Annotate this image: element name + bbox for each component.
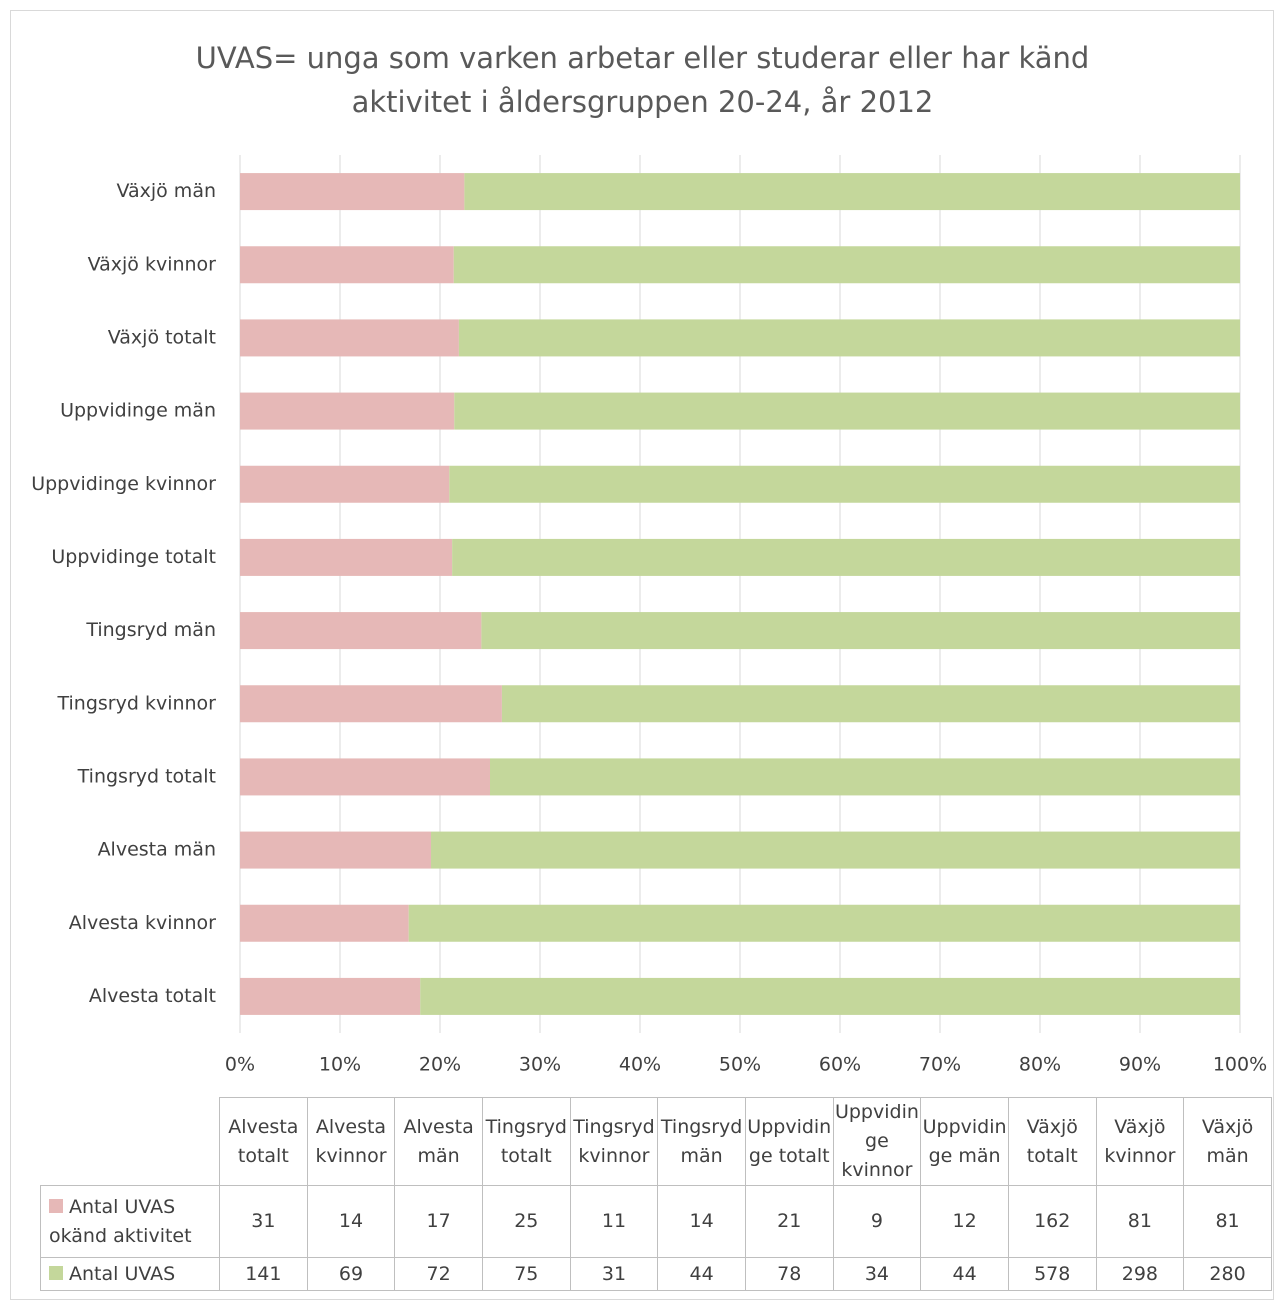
bar bbox=[452, 538, 1240, 576]
bar bbox=[240, 465, 450, 503]
bar bbox=[240, 538, 453, 576]
y-tick-label: Alvesta män bbox=[98, 839, 216, 861]
table-cell: 21 bbox=[744, 1185, 834, 1258]
x-tick-label: 100% bbox=[1213, 1054, 1267, 1076]
y-tick-label: Tingsryd kvinnor bbox=[56, 692, 216, 714]
bar bbox=[453, 246, 1240, 284]
table-cell: 17 bbox=[394, 1185, 483, 1258]
table-cell: 162 bbox=[1007, 1185, 1097, 1258]
bar bbox=[240, 831, 432, 869]
table-corner bbox=[40, 1097, 220, 1186]
x-tick-label: 70% bbox=[919, 1054, 961, 1076]
y-tick-label: Alvesta kvinnor bbox=[69, 912, 216, 934]
table-header-cell: Tingsryd totalt bbox=[481, 1097, 571, 1186]
bar bbox=[501, 685, 1240, 723]
legend-label: Antal UVAS okänd aktivitet bbox=[49, 1195, 192, 1247]
table-header-row: Alvesta totalt Alvesta kvinnor Alvesta män… bbox=[40, 1097, 1272, 1186]
chart-title: UVAS= unga som varken arbetar eller stud… bbox=[195, 41, 1090, 119]
table-header-cell: Alvesta totalt bbox=[219, 1097, 308, 1186]
x-tick-label: 10% bbox=[319, 1054, 361, 1076]
bar bbox=[454, 392, 1240, 430]
table-cell: 11 bbox=[569, 1185, 659, 1258]
table-cell: 280 bbox=[1183, 1257, 1272, 1291]
x-tick-label: 40% bbox=[619, 1054, 661, 1076]
legend-label: Antal UVAS bbox=[69, 1262, 176, 1285]
chart-frame bbox=[10, 10, 1274, 1300]
table-header-cell: Alvesta kvinnor bbox=[306, 1097, 396, 1186]
table-header-cell: Uppvidinge totalt bbox=[744, 1097, 834, 1186]
table-header-cell: Uppvidinge män bbox=[920, 1097, 1009, 1186]
legend-key bbox=[49, 1265, 63, 1280]
table-row-header: Antal UVAS okänd aktivitet bbox=[40, 1185, 220, 1258]
table-cell: 25 bbox=[481, 1185, 571, 1258]
table-cell: 69 bbox=[306, 1257, 396, 1291]
table-cell: 78 bbox=[744, 1257, 834, 1291]
bar bbox=[240, 977, 421, 1015]
y-tick-label: Tingsryd män bbox=[85, 619, 216, 641]
bar bbox=[408, 904, 1241, 942]
table-row: Antal UVAS okänd aktivitet 31 14 17 25 11 14 21… bbox=[40, 1185, 1272, 1258]
legend-key bbox=[49, 1198, 63, 1213]
bar bbox=[431, 831, 1240, 869]
x-tick-label: 60% bbox=[819, 1054, 861, 1076]
table-cell: 31 bbox=[569, 1257, 659, 1291]
table-header-cell: Uppvidinge kvinnor bbox=[832, 1097, 922, 1186]
table-cell: 578 bbox=[1007, 1257, 1097, 1291]
x-tick-label: 0% bbox=[225, 1054, 255, 1076]
bar bbox=[240, 612, 482, 650]
y-tick-label: Alvesta totalt bbox=[89, 985, 216, 1007]
table-cell: 298 bbox=[1095, 1257, 1185, 1291]
x-tick-label: 20% bbox=[419, 1054, 461, 1076]
bar bbox=[240, 904, 409, 942]
y-tick-label: Växjö totalt bbox=[108, 326, 216, 348]
bar bbox=[240, 319, 459, 357]
y-tick-label: Uppvidinge totalt bbox=[51, 546, 216, 568]
table-row-header: Antal UVAS bbox=[40, 1257, 220, 1291]
table-header-cell: Tingsryd kvinnor bbox=[569, 1097, 659, 1186]
y-tick-label: Tingsryd totalt bbox=[77, 765, 216, 787]
bar bbox=[458, 319, 1240, 357]
bar bbox=[240, 758, 490, 796]
table-header-cell: Växjö totalt bbox=[1007, 1097, 1097, 1186]
bar bbox=[240, 392, 455, 430]
x-tick-label: 80% bbox=[1019, 1054, 1061, 1076]
table-cell: 9 bbox=[832, 1185, 922, 1258]
table-cell: 14 bbox=[306, 1185, 396, 1258]
data-table: Alvesta totalt Alvesta kvinnor Alvesta män… bbox=[40, 1097, 1272, 1291]
table-cell: 44 bbox=[657, 1257, 746, 1291]
y-tick-label: Växjö kvinnor bbox=[88, 253, 217, 275]
x-tick-label: 90% bbox=[1119, 1054, 1161, 1076]
y-tick-label: Uppvidinge män bbox=[60, 400, 216, 422]
table-cell: 141 bbox=[219, 1257, 308, 1291]
table-cell: 12 bbox=[920, 1185, 1009, 1258]
table-cell: 72 bbox=[394, 1257, 483, 1291]
y-tick-label: Uppvidinge kvinnor bbox=[31, 473, 216, 495]
x-tick-label: 50% bbox=[719, 1054, 761, 1076]
bar bbox=[240, 173, 465, 211]
table-header-cell: Tingsryd män bbox=[657, 1097, 746, 1186]
bar bbox=[420, 977, 1240, 1015]
y-tick-label: Växjö män bbox=[116, 180, 216, 202]
table-cell: 75 bbox=[481, 1257, 571, 1291]
table-cell: 81 bbox=[1095, 1185, 1185, 1258]
table-row: Antal UVAS 141 69 72 75 31 44 78 34 44 578 298 280 bbox=[40, 1257, 1272, 1291]
x-tick-label: 30% bbox=[519, 1054, 561, 1076]
table-header-cell: Växjö män bbox=[1183, 1097, 1272, 1186]
bar bbox=[490, 758, 1240, 796]
bar bbox=[449, 465, 1240, 503]
table-header-cell: Alvesta män bbox=[394, 1097, 483, 1186]
bar bbox=[464, 173, 1241, 211]
table-cell: 81 bbox=[1183, 1185, 1272, 1258]
table-cell: 14 bbox=[657, 1185, 746, 1258]
bar bbox=[240, 246, 454, 284]
bar bbox=[240, 685, 502, 723]
bar bbox=[481, 612, 1241, 650]
table-header-cell: Växjö kvinnor bbox=[1095, 1097, 1185, 1186]
table-cell: 31 bbox=[219, 1185, 308, 1258]
table-cell: 34 bbox=[832, 1257, 922, 1291]
table-cell: 44 bbox=[920, 1257, 1009, 1291]
